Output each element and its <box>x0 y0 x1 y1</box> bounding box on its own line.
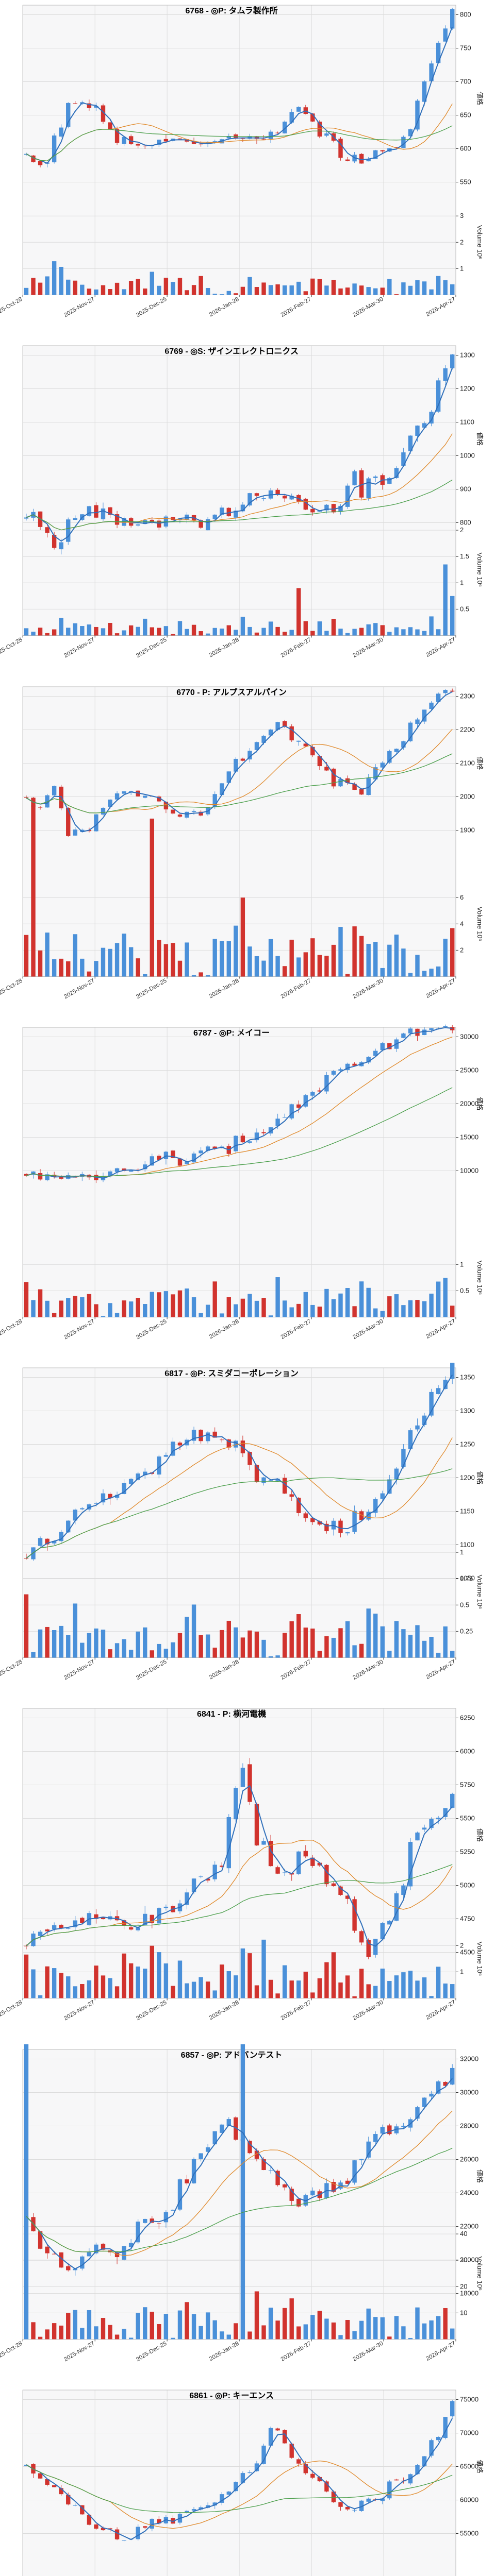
svg-text:28000: 28000 <box>460 2122 478 2129</box>
svg-text:1: 1 <box>460 579 464 587</box>
svg-text:750: 750 <box>460 44 471 52</box>
svg-text:1300: 1300 <box>460 1407 475 1415</box>
svg-text:6861 - ◎P: キーエンス: 6861 - ◎P: キーエンス <box>189 2392 274 2400</box>
svg-text:Volume 10⁶: Volume 10⁶ <box>476 2256 484 2291</box>
svg-text:32000: 32000 <box>460 2055 478 2062</box>
svg-text:10: 10 <box>460 2309 467 2316</box>
svg-text:4: 4 <box>460 920 464 927</box>
svg-text:6250: 6250 <box>460 1714 475 1722</box>
svg-text:2200: 2200 <box>460 725 475 733</box>
svg-text:6770 - P: アルプスアルパイン: 6770 - P: アルプスアルパイン <box>176 687 287 697</box>
svg-text:1000: 1000 <box>460 452 475 460</box>
svg-text:4500: 4500 <box>460 1948 475 1956</box>
svg-text:値格: 値格 <box>476 2460 484 2473</box>
svg-text:1300: 1300 <box>460 351 475 359</box>
svg-text:2: 2 <box>460 1942 464 1950</box>
svg-text:Volume 10⁶: Volume 10⁶ <box>476 1575 484 1609</box>
svg-text:6769 - ◎S: ザインエレクトロニクス: 6769 - ◎S: ザインエレクトロニクス <box>164 347 298 356</box>
svg-text:0.5: 0.5 <box>460 1286 469 1294</box>
svg-text:55000: 55000 <box>460 2530 478 2537</box>
svg-text:24000: 24000 <box>460 2189 478 2196</box>
svg-text:Volume 10⁶: Volume 10⁶ <box>476 907 484 941</box>
svg-text:6841 - P: 横河電機: 6841 - P: 横河電機 <box>197 1709 266 1719</box>
svg-text:2: 2 <box>460 526 464 534</box>
svg-text:550: 550 <box>460 178 471 185</box>
svg-text:1250: 1250 <box>460 1440 475 1448</box>
svg-text:1350: 1350 <box>460 1374 475 1381</box>
svg-text:0.5: 0.5 <box>460 1601 469 1608</box>
svg-text:0.5: 0.5 <box>460 605 469 613</box>
svg-text:1200: 1200 <box>460 1474 475 1482</box>
svg-text:4750: 4750 <box>460 1915 475 1923</box>
svg-text:6000: 6000 <box>460 1748 475 1755</box>
svg-text:20: 20 <box>460 2282 467 2290</box>
svg-text:650: 650 <box>460 111 471 118</box>
svg-text:2: 2 <box>460 946 464 954</box>
svg-text:2300: 2300 <box>460 692 475 700</box>
svg-text:22000: 22000 <box>460 2222 478 2230</box>
svg-text:26000: 26000 <box>460 2155 478 2163</box>
svg-text:Volume 10⁶: Volume 10⁶ <box>476 1942 484 1976</box>
svg-text:800: 800 <box>460 10 471 18</box>
svg-text:1100: 1100 <box>460 418 474 426</box>
svg-text:6857 - ◎P: アドバンテスト: 6857 - ◎P: アドバンテスト <box>181 2050 283 2060</box>
svg-text:6787 - ◎P: メイコー: 6787 - ◎P: メイコー <box>193 1029 270 1038</box>
svg-text:0.25: 0.25 <box>460 1628 473 1635</box>
svg-text:5500: 5500 <box>460 1815 475 1822</box>
svg-text:20000: 20000 <box>460 1099 478 1107</box>
svg-text:2: 2 <box>460 238 464 246</box>
svg-text:30000: 30000 <box>460 1032 478 1040</box>
svg-text:値格: 値格 <box>476 432 484 446</box>
svg-text:5750: 5750 <box>460 1781 475 1789</box>
svg-text:70000: 70000 <box>460 2429 478 2437</box>
svg-text:1: 1 <box>460 1260 464 1268</box>
svg-text:1200: 1200 <box>460 385 475 393</box>
svg-text:3: 3 <box>460 212 464 219</box>
svg-text:700: 700 <box>460 77 471 85</box>
svg-text:40: 40 <box>460 2230 467 2238</box>
svg-text:2100: 2100 <box>460 759 475 767</box>
svg-text:600: 600 <box>460 144 471 152</box>
svg-text:1: 1 <box>460 264 464 272</box>
svg-text:10000: 10000 <box>460 1166 478 1174</box>
svg-text:1: 1 <box>460 1548 464 1556</box>
svg-text:30: 30 <box>460 2256 467 2264</box>
svg-text:1150: 1150 <box>460 1507 474 1515</box>
svg-text:値格: 値格 <box>476 756 484 770</box>
svg-text:30000: 30000 <box>460 2088 478 2096</box>
svg-text:15000: 15000 <box>460 1133 478 1141</box>
svg-text:値格: 値格 <box>476 1828 484 1842</box>
svg-text:Volume 10⁶: Volume 10⁶ <box>476 1260 484 1295</box>
svg-text:5250: 5250 <box>460 1848 475 1856</box>
svg-text:25000: 25000 <box>460 1066 478 1074</box>
svg-text:値格: 値格 <box>476 1471 484 1485</box>
svg-text:75000: 75000 <box>460 2396 478 2403</box>
svg-text:1900: 1900 <box>460 826 475 834</box>
svg-text:値格: 値格 <box>476 1097 484 1110</box>
svg-text:1100: 1100 <box>460 1541 474 1549</box>
svg-text:900: 900 <box>460 485 471 493</box>
svg-text:Volume 10⁶: Volume 10⁶ <box>476 553 484 587</box>
svg-text:1: 1 <box>460 1968 464 1976</box>
svg-text:800: 800 <box>460 519 471 527</box>
svg-text:5000: 5000 <box>460 1882 475 1889</box>
svg-text:60000: 60000 <box>460 2496 478 2504</box>
svg-text:65000: 65000 <box>460 2463 478 2470</box>
svg-text:値格: 値格 <box>476 2170 484 2183</box>
svg-text:18000: 18000 <box>460 2289 478 2297</box>
svg-text:6: 6 <box>460 893 464 901</box>
svg-text:Volume 10⁶: Volume 10⁶ <box>476 225 484 260</box>
svg-text:0.75: 0.75 <box>460 1574 473 1582</box>
svg-text:6768 - ◎P: タムラ製作所: 6768 - ◎P: タムラ製作所 <box>185 6 277 15</box>
svg-text:6817 - ◎P: スミダコーポレーション: 6817 - ◎P: スミダコーポレーション <box>164 1368 299 1378</box>
svg-text:値格: 値格 <box>476 92 484 105</box>
svg-text:1.5: 1.5 <box>460 552 469 560</box>
svg-text:2000: 2000 <box>460 792 475 800</box>
